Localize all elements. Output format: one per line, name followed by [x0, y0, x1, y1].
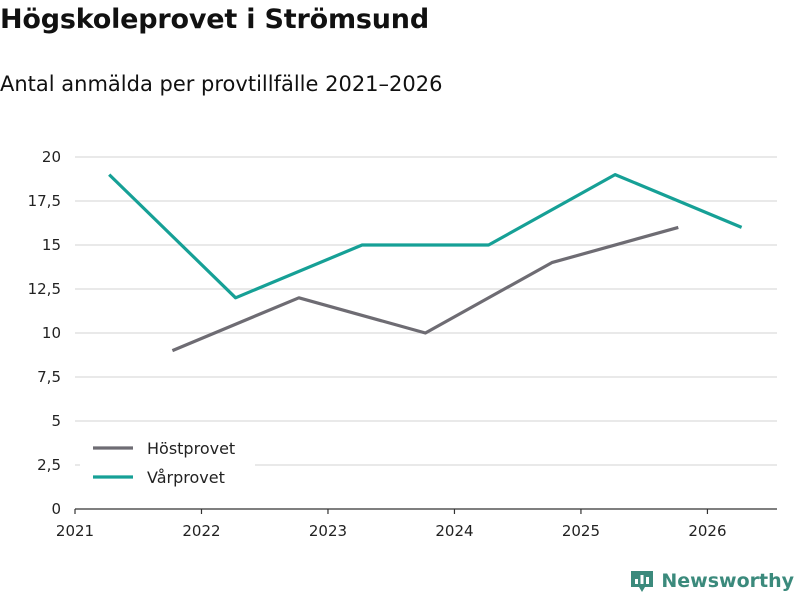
brand-name: Newsworthy — [661, 570, 794, 592]
series-lines — [108, 173, 743, 353]
newsworthy-logo-icon — [631, 571, 654, 592]
x-tick-label: 2024 — [435, 522, 473, 540]
legend-label: Höstprovet — [147, 439, 235, 458]
y-tick-label: 20 — [42, 148, 61, 166]
chart-title: Högskoleprovet i Strömsund — [0, 4, 429, 35]
y-tick-label: 5 — [51, 412, 61, 430]
series-line-hostprovet — [171, 225, 679, 353]
x-axis: 2021 2022 2023 2024 2025 2026 — [56, 508, 777, 540]
y-tick-label: 15 — [42, 236, 61, 254]
x-tick-label: 2023 — [309, 522, 347, 540]
x-tick-label: 2025 — [562, 522, 600, 540]
y-axis-ticks: 0 2,5 5 7,5 10 12,5 15 17,5 20 — [28, 148, 61, 518]
y-tick-label: 2,5 — [37, 456, 61, 474]
chart-subtitle: Antal anmälda per provtillfälle 2021–202… — [0, 72, 443, 96]
gridlines — [75, 156, 777, 466]
x-tick-label: 2022 — [182, 522, 220, 540]
y-tick-label: 0 — [51, 500, 61, 518]
y-tick-label: 7,5 — [37, 368, 61, 386]
y-tick-label: 12,5 — [28, 280, 61, 298]
x-tick-label: 2026 — [688, 522, 726, 540]
y-tick-label: 10 — [42, 324, 61, 342]
legend: Höstprovet Vårprovet — [80, 432, 255, 494]
legend-background — [80, 432, 255, 494]
legend-label: Vårprovet — [147, 468, 225, 487]
x-tick-label: 2021 — [56, 522, 94, 540]
brand-logo: Newsworthy — [629, 568, 794, 594]
series-line-varprovet — [108, 173, 743, 300]
y-tick-label: 17,5 — [28, 192, 61, 210]
